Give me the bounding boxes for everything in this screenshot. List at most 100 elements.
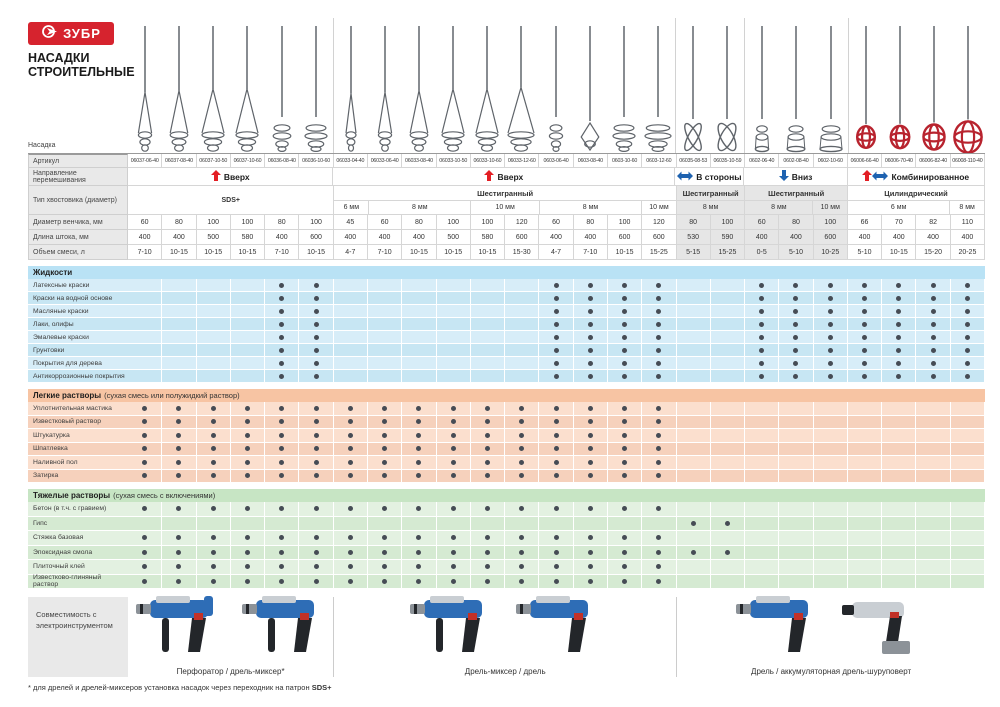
matrix-cell	[847, 560, 883, 575]
matrix-cell	[436, 531, 471, 546]
rod-cell: 400	[539, 230, 574, 245]
article-cell: 06006-70-40	[882, 154, 917, 168]
compatibility-dot	[244, 578, 250, 584]
compatibility-dot	[896, 308, 902, 314]
article-cell: 06033-04-40	[333, 154, 368, 168]
rod-cell: 580	[470, 230, 506, 245]
matrix-cell	[402, 279, 437, 292]
matrix-cell	[882, 545, 917, 560]
article-cell: 06006-66-40	[847, 154, 883, 168]
article-cell: 06037-10-60	[230, 154, 266, 168]
drill-image	[732, 588, 824, 665]
matrix-cell	[813, 357, 848, 370]
matrix-cell	[745, 344, 780, 357]
compatibility-dot	[313, 564, 319, 570]
matrix-row-label: Покрытия для дерева	[28, 357, 128, 370]
matrix-cell	[367, 502, 403, 517]
matrix-cell	[402, 344, 437, 357]
matrix-cell	[607, 331, 643, 344]
matrix-row-label: Шпатлевка	[28, 442, 128, 456]
matrix-cell	[916, 442, 951, 456]
matrix-cell	[916, 531, 951, 546]
matrix-cell	[333, 279, 368, 292]
compatibility-dot	[964, 360, 970, 366]
matrix-cell	[128, 560, 163, 575]
matrix-cell	[402, 331, 437, 344]
matrix-cell	[916, 370, 951, 383]
compatibility-dot	[347, 419, 353, 425]
matrix-cell	[916, 429, 951, 443]
compatibility-dot	[279, 308, 285, 314]
matrix-cell	[162, 531, 197, 546]
matrix-cell	[162, 357, 197, 370]
matrix-cell	[813, 502, 848, 517]
compatibility-dot	[656, 347, 662, 353]
matrix-cell	[676, 305, 711, 318]
compatibility-dot	[759, 347, 765, 353]
matrix-cell	[230, 279, 266, 292]
matrix-cell	[642, 516, 677, 531]
matrix-cell	[196, 402, 231, 416]
compatibility-dot	[313, 473, 319, 479]
shank-cell: Цилиндрический	[848, 186, 985, 201]
compatibility-dot	[793, 282, 799, 288]
compatibility-dot	[793, 373, 799, 379]
matrix-cell	[196, 545, 231, 560]
matrix-cell	[847, 415, 883, 429]
matrix-cell	[745, 442, 780, 456]
matrix-cell	[436, 560, 471, 575]
compatibility-dot	[142, 506, 148, 512]
whisk-cell: 120	[505, 215, 540, 230]
matrix-cell	[128, 469, 163, 483]
matrix-row-label: Антикоррозионные покрытия	[28, 370, 128, 383]
matrix-cell	[402, 560, 437, 575]
matrix-cell	[950, 429, 986, 443]
matrix-cell	[676, 456, 711, 470]
matrix-cell	[367, 292, 403, 305]
matrix-cell	[333, 531, 368, 546]
matrix-cell	[196, 370, 231, 383]
matrix-cell	[539, 469, 574, 483]
compatibility-dot	[622, 535, 628, 541]
compatibility-dot	[896, 295, 902, 301]
matrix-cell	[642, 292, 677, 305]
matrix-cell	[539, 318, 574, 331]
row-label: Объем смеси, л	[28, 245, 128, 260]
compatibility-dot	[416, 506, 422, 512]
matrix-cell	[882, 279, 917, 292]
matrix-cell	[333, 456, 368, 470]
shank-group: Шестигранный 8 мм 10 мм	[745, 186, 849, 215]
whisk-diameter-row: Диаметр венчика, мм 60 80 100 100 80 100 45 60 80…	[28, 215, 986, 230]
matrix-cell	[745, 560, 780, 575]
compatibility-dot	[587, 535, 593, 541]
matrix-cell	[539, 331, 574, 344]
matrix-cell	[367, 545, 403, 560]
compatibility-dot	[930, 360, 936, 366]
matrix-cell	[196, 516, 231, 531]
matrix-cell	[950, 574, 986, 589]
rod-cell: 400	[265, 230, 300, 245]
compatibility-dot	[930, 334, 936, 340]
matrix-cell	[402, 545, 437, 560]
compatibility-dot	[690, 520, 696, 526]
matrix-cell	[573, 357, 608, 370]
compatibility-dot	[142, 535, 148, 541]
rod-cell: 530	[676, 230, 711, 245]
matrix-cell	[505, 292, 540, 305]
volume-cell: 7-10	[128, 245, 163, 260]
matrix-cell	[676, 429, 711, 443]
compatibility-dot	[176, 506, 182, 512]
header-area: ЗУБР НАСАДКИ СТРОИТЕЛЬНЫЕ Насадка	[28, 18, 135, 153]
matrix-cell	[505, 305, 540, 318]
matrix-cell	[367, 531, 403, 546]
matrix-cell	[642, 469, 677, 483]
drill-images	[406, 588, 604, 665]
matrix-cell	[916, 502, 951, 517]
matrix-cell	[436, 357, 471, 370]
matrix-cell	[230, 545, 266, 560]
matrix-cell	[539, 429, 574, 443]
compatibility-dot	[964, 373, 970, 379]
matrix-cell	[676, 318, 711, 331]
matrix-cell	[505, 560, 540, 575]
matrix-cell	[710, 357, 746, 370]
